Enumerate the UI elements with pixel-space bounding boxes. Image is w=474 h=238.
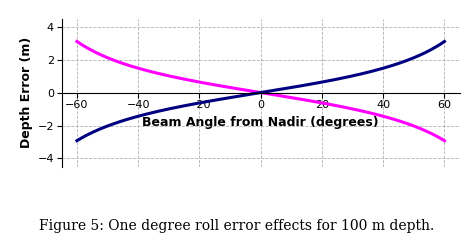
Forw ard Heading xyxy=(433,134,438,137)
Forw ard Heading xyxy=(251,90,256,93)
Line: Reciprocal Heading: Reciprocal Heading xyxy=(77,41,445,141)
Forw ard Heading xyxy=(74,40,80,43)
Forw ard Heading xyxy=(375,114,381,116)
Reciprocal Heading xyxy=(293,85,299,88)
Reciprocal Heading xyxy=(251,92,256,95)
Reciprocal Heading xyxy=(375,68,381,71)
Reciprocal Heading xyxy=(433,46,438,49)
Reciprocal Heading xyxy=(273,89,279,92)
Forw ard Heading xyxy=(442,139,447,142)
Forw ard Heading xyxy=(273,94,279,96)
Line: Forw ard Heading: Forw ard Heading xyxy=(77,41,445,141)
Forw ard Heading xyxy=(249,90,255,93)
Reciprocal Heading xyxy=(249,93,255,95)
X-axis label: Beam Angle from Nadir (degrees): Beam Angle from Nadir (degrees) xyxy=(142,116,379,129)
Reciprocal Heading xyxy=(442,40,447,43)
Forw ard Heading xyxy=(293,97,299,100)
Y-axis label: Depth Error (m): Depth Error (m) xyxy=(20,37,33,149)
Reciprocal Heading xyxy=(74,139,80,142)
Text: Figure 5: One degree roll error effects for 100 m depth.: Figure 5: One degree roll error effects … xyxy=(39,219,435,233)
